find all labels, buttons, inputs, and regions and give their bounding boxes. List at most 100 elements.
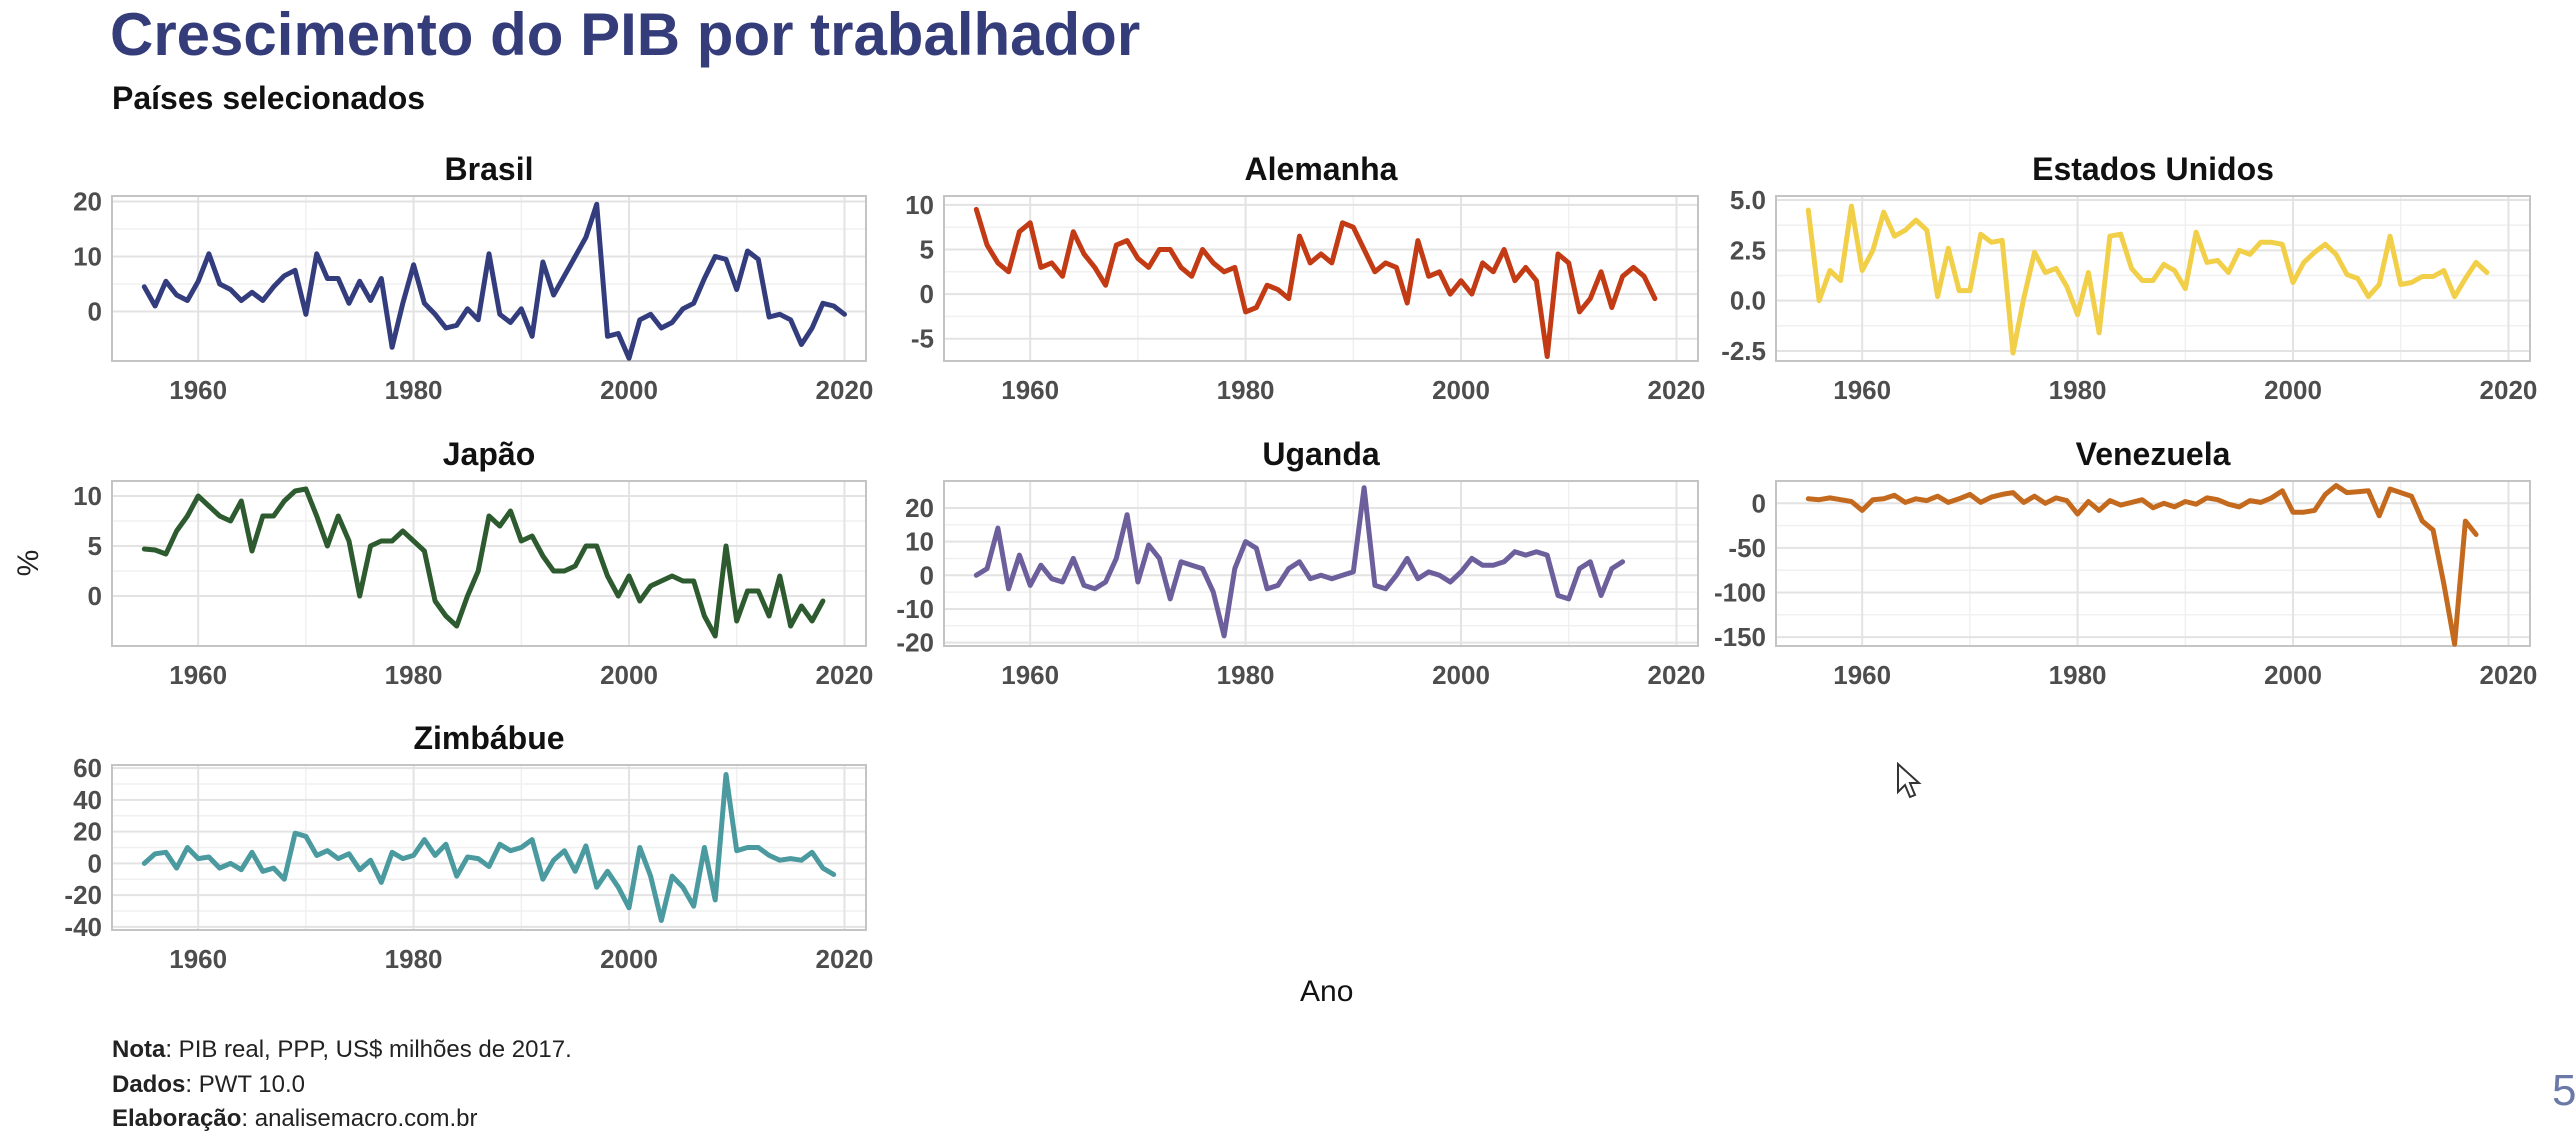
x-tick-label: 2020 [816, 944, 874, 974]
note-dados-text: : PWT 10.0 [185, 1071, 305, 1098]
note-dados-label: Dados [112, 1071, 186, 1098]
x-tick-label: 2000 [1432, 375, 1490, 405]
panel-border [943, 480, 1699, 647]
y-tick-label: -50 [1728, 533, 1766, 563]
x-tick-label: 2000 [600, 944, 658, 974]
y-tick-label: 0 [88, 297, 102, 327]
page-subtitle: Países selecionados [112, 80, 426, 116]
panel-border [111, 764, 867, 931]
x-tick-label: 2020 [816, 660, 874, 690]
facet-title: Uganda [1262, 436, 1380, 472]
facet-panel: Brasil 1960 1980 2000 2020 0 10 20 [73, 151, 873, 405]
y-tick-label: 10 [73, 481, 102, 511]
y-axis-label: % [12, 549, 45, 577]
slide-number: 5 [2552, 1066, 2576, 1115]
series-line [973, 485, 1626, 639]
y-tick-label: 10 [905, 527, 934, 557]
note-dados: Dados: PWT 10.0 [112, 1071, 305, 1099]
note-nota: Nota: PIB real, PPP, US$ milhões de 2017… [112, 1036, 572, 1064]
facet-title: Brasil [445, 151, 534, 187]
panel-border [111, 195, 867, 362]
facet-panel: Japão 1960 1980 2000 2020 0 5 10 [73, 436, 873, 690]
y-tick-label: -40 [64, 912, 102, 942]
note-elaboracao-label: Elaboração [112, 1105, 242, 1132]
x-tick-label: 1960 [1833, 375, 1891, 405]
series-line [973, 206, 1658, 359]
x-tick-label: 1980 [385, 375, 443, 405]
y-tick-label: -20 [896, 628, 934, 658]
series-line [1805, 483, 2479, 647]
y-tick-label: 60 [73, 753, 102, 783]
y-tick-label: 5 [920, 235, 934, 265]
series-line [141, 772, 837, 923]
facet-panel: Estados Unidos 1960 1980 2000 2020 -2.5 0.0 2.5… [1721, 151, 2537, 405]
mouse-pointer-icon [1896, 761, 1922, 805]
panel-border [1775, 195, 2531, 362]
facet-panel: Alemanha 1960 1980 2000 2020 -5 0 5 10 [905, 151, 1705, 405]
facet-title: Venezuela [2076, 436, 2231, 472]
x-tick-label: 2020 [816, 375, 874, 405]
x-tick-label: 1960 [169, 660, 227, 690]
x-tick-label: 2020 [1648, 375, 1706, 405]
facet-panel: Venezuela 1960 1980 2000 2020 -150 -100 -50 0 [1714, 436, 2537, 690]
x-tick-label: 1960 [1001, 375, 1059, 405]
x-tick-label: 2020 [1648, 660, 1706, 690]
y-tick-label: -5 [911, 324, 934, 354]
x-tick-label: 1980 [2049, 660, 2107, 690]
x-tick-label: 1960 [169, 944, 227, 974]
y-tick-label: 10 [73, 242, 102, 272]
x-tick-label: 1960 [169, 375, 227, 405]
x-tick-label: 2000 [600, 660, 658, 690]
x-tick-label: 2000 [2264, 660, 2322, 690]
y-tick-label: 0 [88, 848, 102, 878]
note-nota-label: Nota [112, 1036, 166, 1063]
facet-title: Zimbábue [413, 720, 564, 756]
series-line [141, 201, 847, 361]
y-tick-label: 2.5 [1730, 235, 1766, 265]
x-tick-label: 2000 [1432, 660, 1490, 690]
y-tick-label: 10 [905, 190, 934, 220]
x-tick-label: 1980 [1217, 660, 1275, 690]
series-line [1805, 203, 2490, 356]
series-line [141, 486, 826, 639]
facet-title: Estados Unidos [2032, 151, 2274, 187]
panel-border [111, 480, 867, 647]
y-tick-label: 20 [73, 187, 102, 217]
y-tick-label: 0 [920, 560, 934, 590]
page-title: Crescimento do PIB por trabalhador [110, 1, 1141, 68]
x-axis-label: Ano [1300, 975, 1354, 1008]
x-tick-label: 2000 [600, 375, 658, 405]
facet-title: Alemanha [1245, 151, 1398, 187]
x-tick-label: 2000 [2264, 375, 2322, 405]
y-tick-label: 0 [88, 581, 102, 611]
facet-title: Japão [443, 436, 535, 472]
note-nota-text: : PIB real, PPP, US$ milhões de 2017. [165, 1036, 572, 1063]
x-tick-label: 1980 [1217, 375, 1275, 405]
y-tick-label: -150 [1714, 622, 1766, 652]
y-tick-label: 40 [73, 785, 102, 815]
panel-border [943, 195, 1699, 362]
x-tick-label: 1980 [385, 944, 443, 974]
x-tick-label: 2020 [2480, 375, 2538, 405]
y-tick-label: 20 [905, 493, 934, 523]
y-tick-label: 0 [920, 279, 934, 309]
y-tick-label: -100 [1714, 577, 1766, 607]
x-tick-label: 1980 [385, 660, 443, 690]
x-tick-label: 2020 [2480, 660, 2538, 690]
x-tick-label: 1960 [1833, 660, 1891, 690]
y-tick-label: -2.5 [1721, 336, 1766, 366]
facet-panel: Uganda 1960 1980 2000 2020 -20 -10 010 20 [896, 436, 1705, 690]
y-tick-label: -20 [64, 880, 102, 910]
x-tick-label: 1960 [1001, 660, 1059, 690]
y-tick-label: 0 [1752, 488, 1766, 518]
note-elaboracao-text: : analisemacro.com.br [241, 1105, 478, 1132]
y-tick-label: 5.0 [1730, 185, 1766, 215]
y-tick-label: 20 [73, 817, 102, 847]
x-tick-label: 1980 [2049, 375, 2107, 405]
y-tick-label: 0.0 [1730, 286, 1766, 316]
y-tick-label: 5 [88, 531, 102, 561]
panel-border [1775, 480, 2531, 647]
y-tick-label: -10 [896, 594, 934, 624]
note-elaboracao: Elaboração: analisemacro.com.br [112, 1105, 477, 1133]
